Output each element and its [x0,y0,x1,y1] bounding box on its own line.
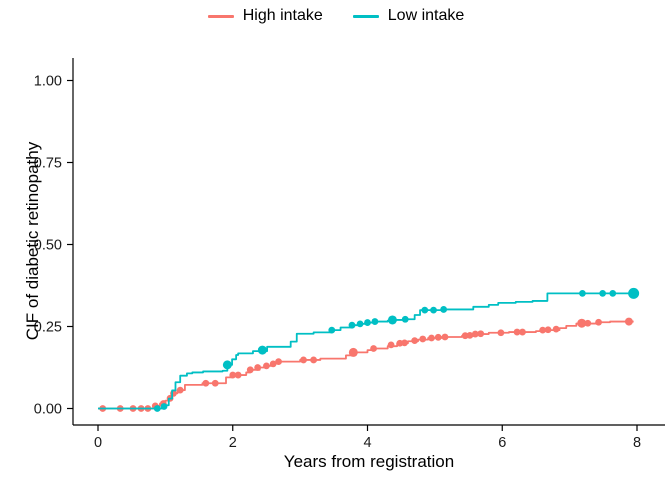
series-marker-high-intake [269,360,277,368]
series-marker-low-intake [628,287,640,299]
series-marker-high-intake [428,334,435,342]
x-axis-title: Years from registration [283,452,455,471]
series-marker-high-intake [254,364,262,371]
series-marker-low-intake [348,321,356,329]
legend-line-swatch-low-intake [352,14,379,18]
series-marker-high-intake [348,347,358,357]
series-marker-low-intake [387,315,397,325]
series-marker-low-intake [401,315,409,323]
x-tick-label: 6 [498,435,506,451]
series-marker-high-intake [544,326,552,334]
series-marker-low-intake [364,319,371,326]
x-tick-label: 8 [633,435,641,451]
legend-label-high-intake: High intake [242,7,323,24]
series-marker-low-intake [257,345,267,355]
series-marker-low-intake [579,289,586,297]
series-marker-high-intake [176,386,184,394]
series-marker-high-intake [387,341,395,349]
series-marker-high-intake [471,330,479,338]
series-marker-low-intake [371,318,379,325]
series-marker-high-intake [275,358,282,365]
y-axis-title: CIF of diabetic retinopathy [23,141,42,341]
series-marker-high-intake [434,333,442,341]
series-line-high-intake [98,320,634,410]
series-marker-high-intake [466,331,474,339]
legend-item-high-intake: High intake [207,7,323,24]
y-tick-label: 0.00 [34,402,62,418]
series-marker-low-intake [440,306,448,313]
series-marker-high-intake [370,345,377,352]
y-tick-label: 0.50 [34,238,62,254]
legend: High intake Low intake [0,8,672,24]
series-marker-high-intake [577,318,587,328]
series-marker-high-intake [477,330,485,338]
series-marker-high-intake [234,371,242,379]
y-tick-label: 1.00 [34,74,62,90]
series-marker-high-intake [211,379,219,387]
y-tick-label: 0.25 [34,320,62,336]
series-line-low-intake [98,292,634,410]
series-marker-high-intake [411,337,419,345]
series-marker-high-intake [595,318,602,326]
series-marker-low-intake [328,326,336,334]
series-marker-low-intake [153,405,161,412]
x-tick-label: 2 [229,435,237,451]
series-marker-high-intake [539,326,547,334]
series-marker-high-intake [202,379,210,387]
series-marker-high-intake [246,366,254,374]
series-marker-high-intake [519,328,526,336]
legend-line-swatch-high-intake [207,14,234,18]
legend-label-low-intake: Low intake [387,7,465,24]
series-marker-high-intake [624,317,633,326]
series-marker-high-intake [300,356,307,364]
x-tick-label: 4 [363,435,371,451]
series-marker-low-intake [356,320,364,328]
series-marker-high-intake [584,319,592,327]
series-marker-low-intake [430,306,437,314]
series-marker-high-intake [497,329,505,337]
series-marker-high-intake [229,371,237,379]
series-marker-low-intake [609,289,617,297]
series-marker-high-intake [419,335,427,343]
series-marker-high-intake [552,325,560,333]
series-marker-high-intake [513,328,521,336]
series-marker-low-intake [599,289,607,297]
series-marker-high-intake [441,333,449,341]
series-marker-high-intake [310,356,317,364]
series-marker-high-intake [401,339,408,347]
series-marker-high-intake [263,362,270,370]
y-tick-label: 0.75 [34,156,62,172]
x-tick-label: 0 [94,435,102,451]
series-marker-low-intake [160,403,168,410]
series-marker-low-intake [421,306,429,314]
legend-item-low-intake: Low intake [352,7,465,24]
series-marker-low-intake [222,360,232,370]
